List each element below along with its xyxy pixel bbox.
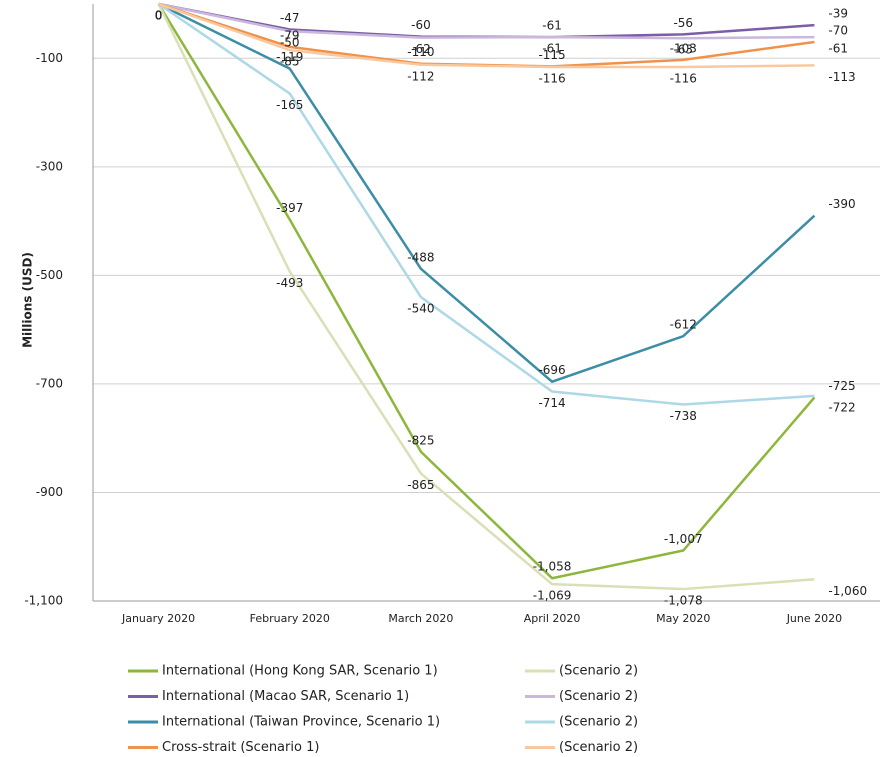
x-tick-label: June 2020 [786,612,842,625]
data-label: -1,058 [533,560,572,574]
series-line [158,2,815,39]
data-label: -115 [538,48,565,62]
x-tick-label: January 2020 [121,612,195,625]
x-tick-label: May 2020 [656,612,710,625]
data-label: -113 [828,70,855,84]
data-label: -714 [538,396,565,410]
data-label: -61 [542,19,562,33]
data-label: -61 [542,42,562,56]
legend-label: International (Hong Kong SAR, Scenario 1… [162,664,438,679]
data-label: -56 [673,16,693,30]
data-label: -39 [828,7,848,21]
data-label: 0 [155,9,163,23]
series-line [158,2,815,68]
data-label: -85 [280,55,300,69]
data-label: -488 [407,250,434,264]
series-line [157,3,815,591]
data-label: -612 [670,318,697,332]
legend-label: (Scenario 2) [559,664,638,679]
data-label: -722 [828,400,855,414]
legend-label: International (Taiwan Province, Scenario… [162,715,440,730]
data-label: -1,007 [664,532,703,546]
series-line [158,2,815,69]
data-label: -116 [538,71,565,85]
y-tick-label: -100 [36,51,63,65]
series-line [158,2,816,384]
y-axis-label: Millions (USD) [21,252,35,348]
data-label: -696 [538,363,565,377]
data-label: 0 [155,9,163,23]
data-label: -79 [280,28,300,42]
x-tick-label: March 2020 [388,612,453,625]
data-label: -738 [670,409,697,423]
data-label: -60 [411,18,431,32]
data-label: -47 [280,11,300,25]
data-label: -540 [407,302,434,316]
legend-label: (Scenario 2) [559,715,638,730]
data-label: -1,078 [664,594,703,608]
y-tick-label: -700 [36,376,63,390]
data-label: -493 [276,276,303,290]
series-line [157,3,816,580]
y-tick-label: -500 [36,268,63,282]
data-label: -116 [670,71,697,85]
data-label: -825 [407,433,434,447]
legend-label: (Scenario 2) [559,740,638,755]
data-label: -725 [828,379,855,393]
data-label: 0 [155,9,163,23]
legend-label: International (Macao SAR, Scenario 1) [162,689,409,704]
legend-label: (Scenario 2) [559,689,638,704]
x-tick-label: February 2020 [250,612,330,625]
data-label: -62 [411,42,431,56]
data-label: -61 [828,42,848,56]
series-line [157,2,815,406]
data-label: -63 [673,43,693,57]
data-label: -119 [276,50,303,64]
y-tick-label: -900 [36,485,63,499]
data-label: -1,069 [533,589,572,603]
x-tick-label: April 2020 [524,612,581,625]
data-label: -865 [407,478,434,492]
data-label: -112 [407,69,434,83]
data-label: 0 [155,9,163,23]
data-label: -1,060 [828,584,867,598]
legend-label: Cross-strait (Scenario 1) [162,740,319,755]
data-label: -390 [828,197,855,211]
data-label: -110 [407,45,434,59]
series-line [158,2,815,40]
y-tick-label: -300 [36,159,63,173]
data-label: -70 [828,23,848,37]
data-label: -50 [280,36,300,50]
y-tick-label: -1,100 [24,594,63,608]
data-label: -397 [276,201,303,215]
data-label: -165 [276,98,303,112]
data-label: -103 [670,41,697,55]
